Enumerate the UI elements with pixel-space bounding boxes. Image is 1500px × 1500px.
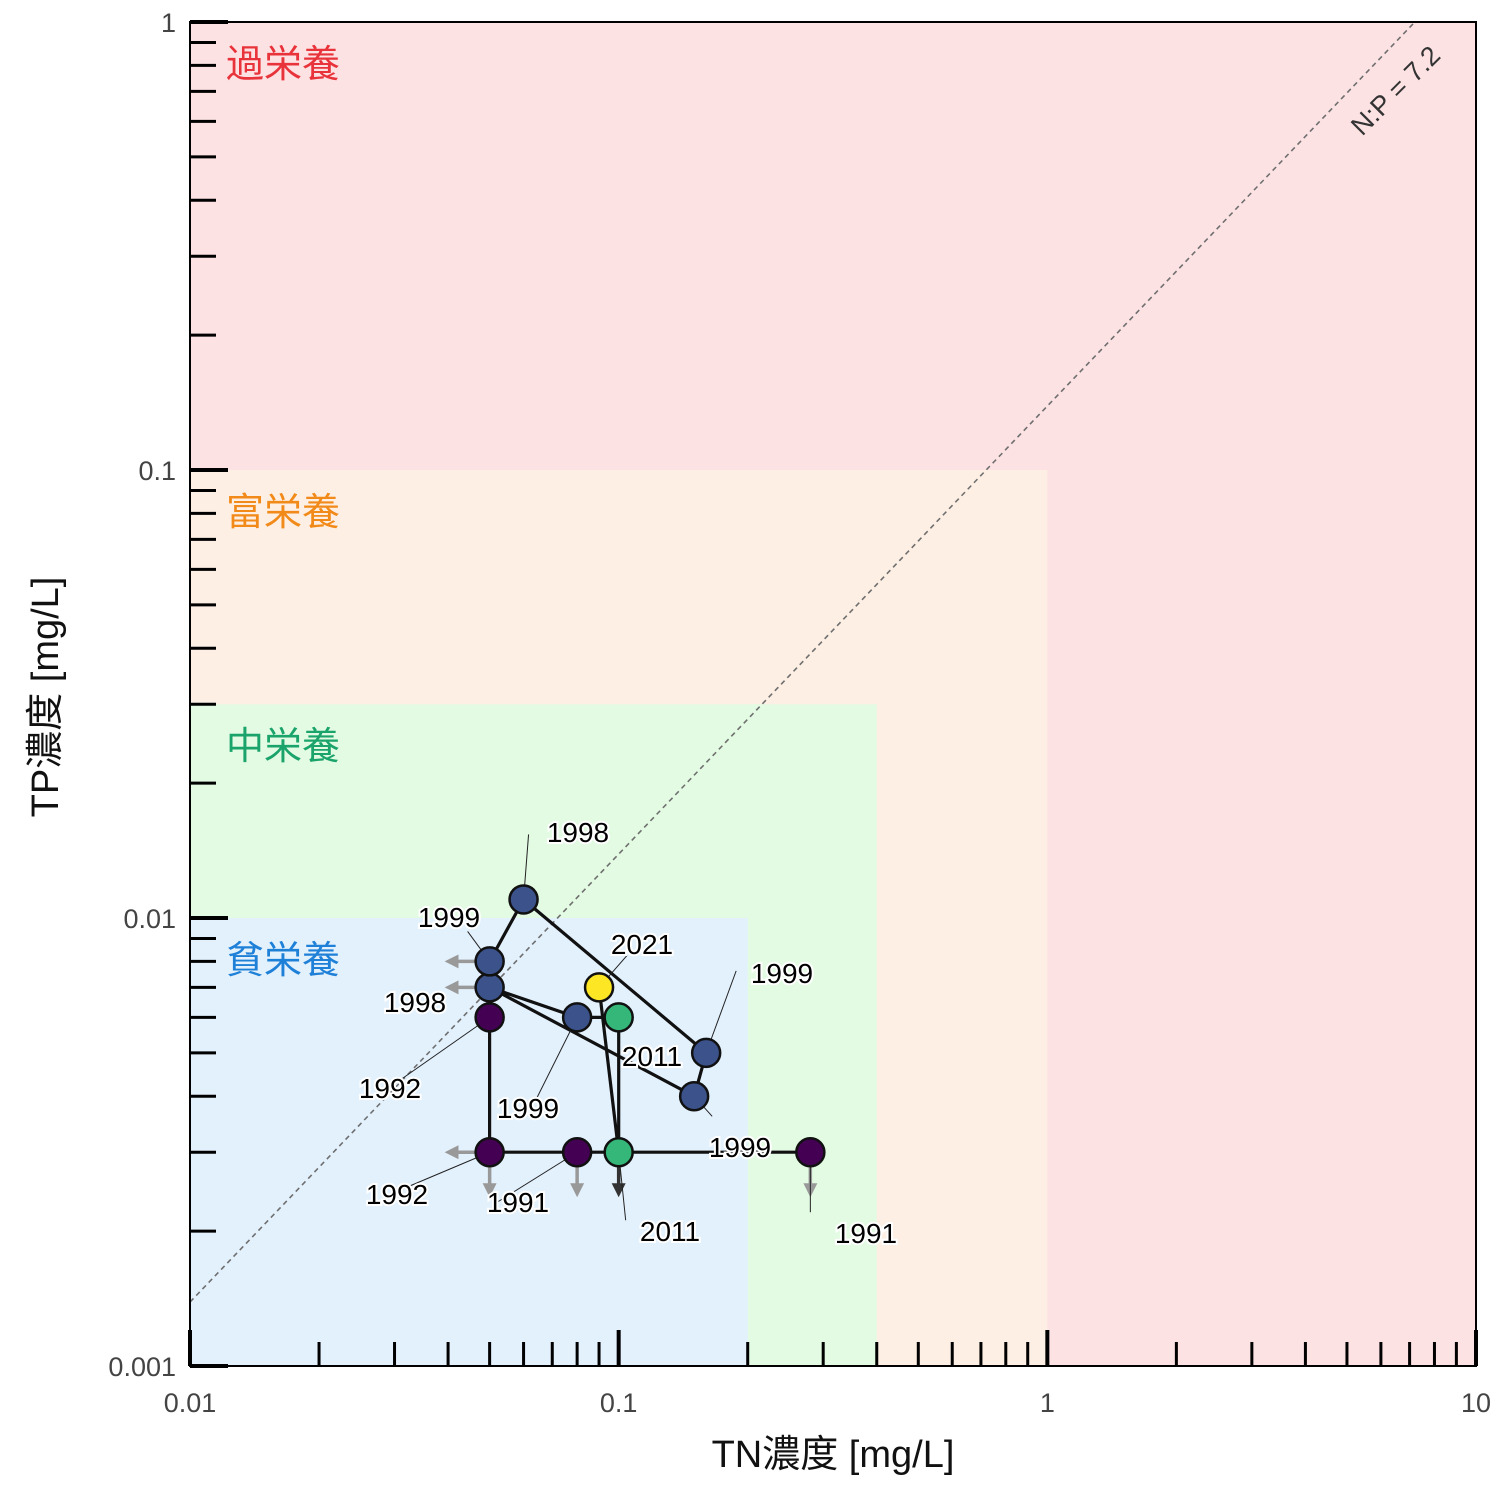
point-1998-5 <box>474 972 505 1003</box>
point-1999-6 <box>474 946 505 977</box>
label-1992-3: 1992 <box>359 1073 421 1104</box>
y-tick-label: 0.01 <box>123 904 176 934</box>
point-1992-2 <box>474 1136 505 1168</box>
label-1998-5: 1998 <box>384 987 446 1018</box>
zone-hypertrophic-label: 過栄養 <box>226 44 340 86</box>
zone-oligotrophic-label: 貧栄養 <box>226 940 340 982</box>
y-tick-label: 1 <box>161 8 176 38</box>
data-points <box>474 884 826 1168</box>
zone-eutrophic-label: 富栄養 <box>226 492 340 534</box>
x-tick-label: 0.1 <box>600 1388 638 1418</box>
y-axis-label: TP濃度 [mg/L] <box>25 577 67 818</box>
label-2011-11: 2011 <box>640 1216 700 1247</box>
y-tick-label: 0.1 <box>138 456 176 486</box>
label-1999-8: 1999 <box>751 958 813 989</box>
zone-mesotrophic-label: 中栄養 <box>226 726 340 768</box>
y-tick-label: 0.001 <box>108 1352 176 1382</box>
plot-frame <box>189 21 1477 1367</box>
label-1992-2: 1992 <box>366 1179 428 1210</box>
point-1999-7 <box>561 1002 593 1033</box>
axes: 0.001 0.01 0.1 1 0.01 0.1 1 10 <box>108 8 1491 1418</box>
label-1991-1: 1991 <box>835 1218 897 1249</box>
point-2011-11 <box>603 1136 634 1168</box>
x-tick-label: 1 <box>1040 1388 1055 1418</box>
point-2011-10 <box>603 1002 634 1033</box>
point-1998-4 <box>508 884 539 915</box>
leader-1992-2 <box>399 1151 490 1191</box>
label-1999-7: 1999 <box>497 1093 559 1124</box>
point-labels: 1991 1991 1992 1992 1998 1998 1999 1999 1999 1999… <box>357 815 899 1251</box>
point-1991-0 <box>561 1136 593 1168</box>
point-2021-12 <box>583 972 615 1003</box>
x-tick-label: 10 <box>1461 1388 1491 1418</box>
np-ratio-line <box>189 21 1416 1303</box>
label-1998-4: 1998 <box>547 817 609 848</box>
trophic-zones <box>190 22 1476 1366</box>
leader-1991-0 <box>496 1151 578 1203</box>
label-2021-12: 2021 <box>611 929 673 960</box>
label-1999-9: 1999 <box>709 1132 771 1163</box>
point-1999-9 <box>678 1081 710 1112</box>
x-axis-label: TN濃度 [mg/L] <box>712 1434 955 1476</box>
point-1999-8 <box>690 1037 722 1069</box>
point-1992-3 <box>474 1002 505 1033</box>
point-1991-1 <box>795 1136 826 1168</box>
label-1991-0: 1991 <box>487 1187 549 1218</box>
zone-oligotrophic <box>190 918 748 1366</box>
label-2011-10: 2011 <box>622 1041 682 1072</box>
x-tick-label: 0.01 <box>164 1388 217 1418</box>
leader-1992-3 <box>389 1016 490 1088</box>
label-1999-6: 1999 <box>418 902 480 933</box>
